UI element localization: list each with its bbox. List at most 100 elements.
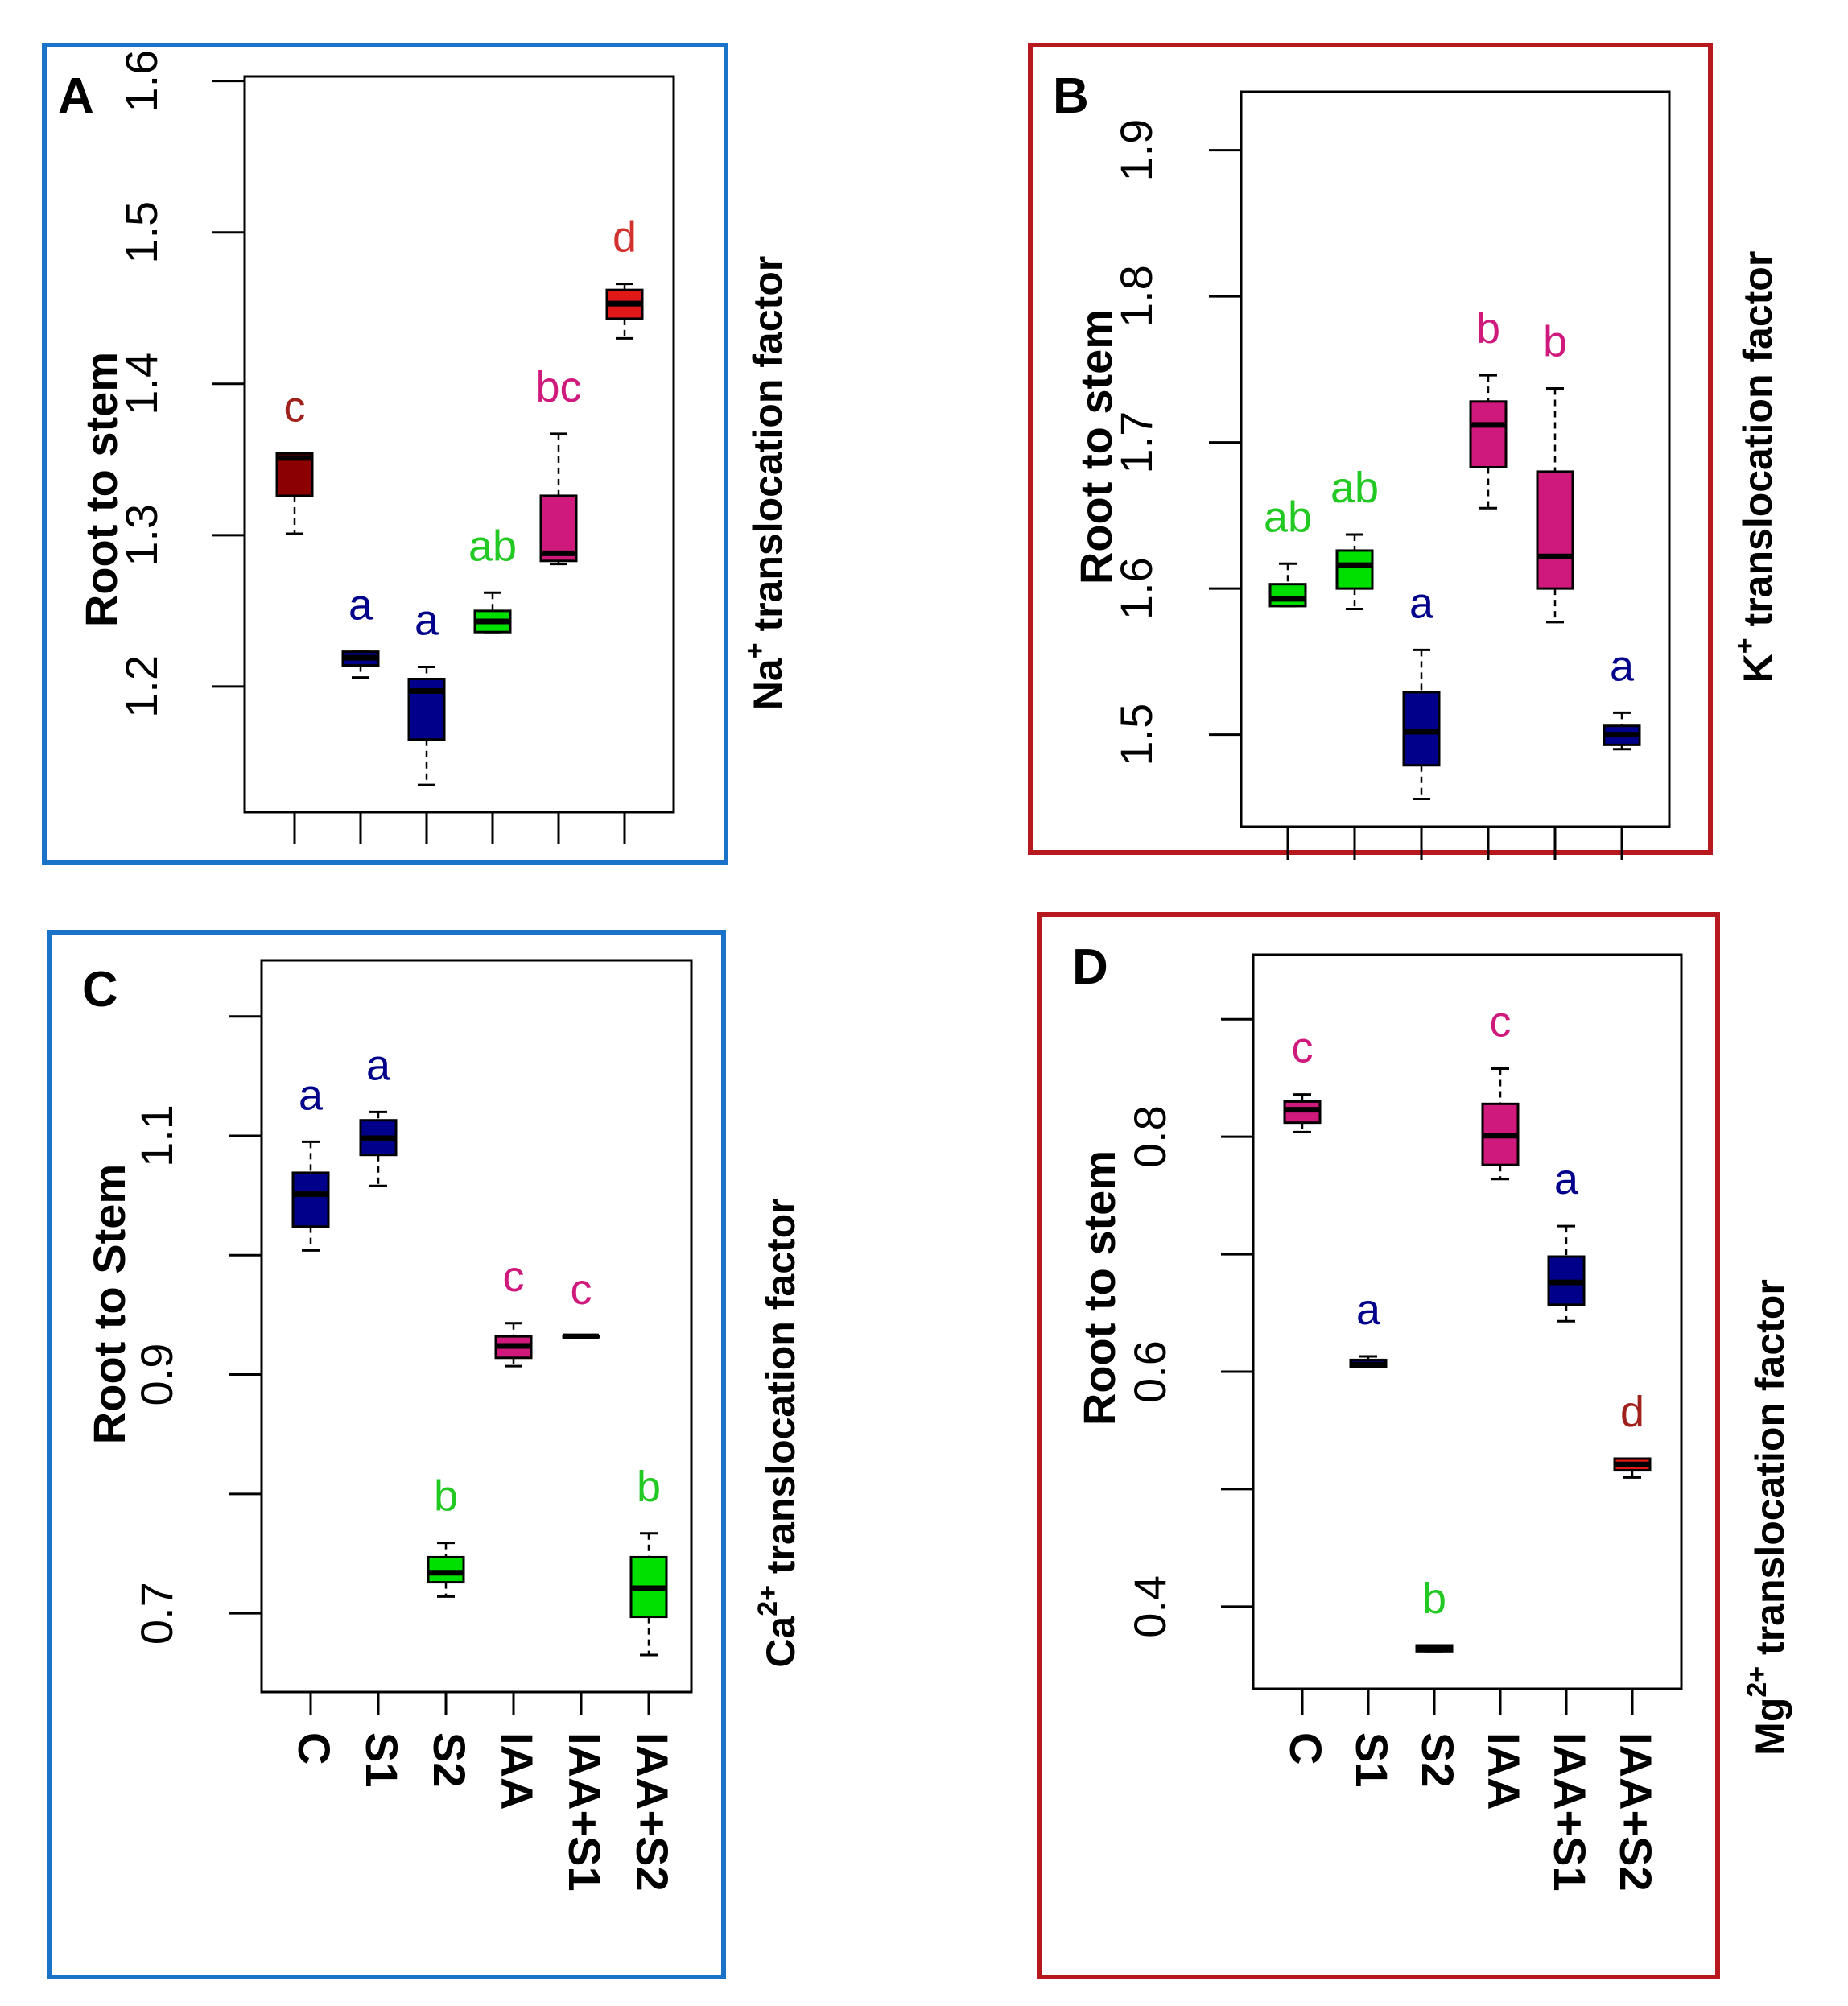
panel-frame — [47, 930, 726, 1979]
y-tick-label: 1.4 — [116, 353, 167, 415]
significance-letter: bc — [535, 363, 581, 411]
side-label-text: translocation factor — [1747, 1279, 1792, 1666]
side-label-ion: Na — [745, 658, 790, 710]
box-iaa: c IAA — [1479, 998, 1529, 1810]
plot-area — [243, 75, 675, 814]
y-tick-label: 0.7 — [131, 1582, 182, 1645]
y-tick-label: 1.7 — [1111, 411, 1161, 474]
significance-letter: a — [1554, 1155, 1579, 1203]
significance-letter: c — [503, 1253, 525, 1301]
box-iqr — [291, 1171, 330, 1228]
box-c: cC — [1281, 1024, 1331, 1765]
side-label: Na+ translocation factor — [740, 256, 790, 710]
side-label: K+ translocation factor — [1730, 251, 1780, 683]
panel-letter: D — [1072, 939, 1108, 995]
box-iaa-s1: b — [1536, 317, 1574, 860]
x-category-label: IAA+S1 — [559, 1732, 610, 1892]
box-c: c — [275, 382, 314, 844]
x-category-label: IAA+S1 — [1545, 1732, 1595, 1892]
x-category-label: S1 — [1347, 1732, 1397, 1788]
x-category-label: S1 — [357, 1732, 407, 1788]
box-s1: a S1 — [357, 1041, 407, 1787]
side-label-text: translocation factor — [745, 256, 790, 643]
side-label-charge: + — [740, 642, 770, 658]
plot-area — [260, 959, 693, 1694]
side-label-charge: 2+ — [1742, 1666, 1772, 1698]
significance-letter: ab — [1330, 464, 1379, 512]
box-iaa-s2: a — [1603, 642, 1641, 860]
box-iaa: b — [1469, 304, 1508, 860]
y-tick-label: 0.8 — [1124, 1105, 1175, 1168]
panel-frame — [1028, 43, 1713, 855]
significance-letter: a — [1356, 1286, 1381, 1334]
y-tick-label: 1.5 — [1111, 704, 1161, 766]
box-c: ab — [1264, 493, 1312, 860]
y-tick-label: 0.4 — [1124, 1575, 1175, 1638]
significance-letter: b — [637, 1463, 661, 1511]
y-tick-label: 1.8 — [1111, 265, 1161, 328]
panel-letter: A — [58, 68, 94, 124]
y-tick-label: 1.9 — [1111, 119, 1161, 182]
significance-letter: b — [434, 1472, 458, 1521]
side-label-ion: K — [1735, 654, 1780, 683]
box-iaa: c IAA — [492, 1253, 542, 1810]
panel-a: A 1.2 1.3 1.4 1.5 1.6 Root to stem Na+ transloc… — [42, 43, 790, 865]
x-category-label: IAA — [1479, 1732, 1529, 1810]
significance-letter: c — [1490, 998, 1512, 1046]
box-iaa-s2: b IAA+S2 — [627, 1463, 678, 1892]
significance-letter: c — [1292, 1024, 1314, 1072]
y-tick-label: 1.6 — [116, 50, 167, 113]
significance-letter: b — [1422, 1575, 1446, 1623]
panel-frame — [1037, 912, 1720, 1979]
side-label-ion: Ca — [758, 1616, 803, 1668]
x-category-label: S2 — [424, 1732, 475, 1788]
significance-letter: a — [1610, 642, 1635, 690]
significance-letter: c — [284, 382, 306, 431]
box-s2: a — [407, 596, 446, 844]
x-category-label: C — [289, 1732, 340, 1765]
y-axis-title: Root to stem — [76, 352, 126, 627]
box-iaa: ab — [468, 522, 517, 844]
box-s1: a — [341, 581, 380, 844]
y-tick-label: 1.1 — [131, 1104, 182, 1167]
box-iqr — [427, 1555, 465, 1584]
significance-letter: b — [1476, 304, 1500, 353]
panel-letter: B — [1053, 68, 1089, 124]
significance-letter: ab — [1264, 493, 1312, 541]
box-iaa-s1: bc — [535, 363, 582, 844]
significance-letter: ab — [468, 522, 517, 570]
side-label-text: translocation factor — [758, 1198, 803, 1585]
panel-letter: C — [82, 962, 118, 1017]
x-category-label: IAA+S2 — [627, 1732, 678, 1892]
box-iqr — [1268, 583, 1307, 608]
y-tick-label: 1.5 — [116, 201, 167, 264]
x-category-label: S2 — [1413, 1732, 1463, 1788]
plot-area — [1252, 953, 1683, 1690]
side-label-text: translocation factor — [1735, 251, 1780, 638]
y-tick-label: 1.6 — [1111, 557, 1161, 620]
box-iaa-s1: c IAA+S1 — [559, 1265, 610, 1892]
box-s1: a S1 — [1347, 1286, 1397, 1787]
box-iqr — [539, 494, 578, 563]
box-s1: ab — [1330, 464, 1379, 860]
y-tick-label: 0.9 — [131, 1344, 182, 1406]
panel-frame — [42, 43, 728, 865]
y-axis-title: Root to stem — [1074, 1150, 1124, 1426]
y-tick-label: 0.6 — [1124, 1340, 1175, 1403]
side-label: Ca2+ translocation factor — [753, 1198, 803, 1667]
y-axis-title: Root to Stem — [84, 1164, 134, 1444]
box-iqr — [407, 678, 446, 741]
box-s2: b S2 — [424, 1472, 475, 1788]
box-iqr — [1536, 470, 1574, 590]
panel-b: B 1.5 1.6 1.7 1.8 1.9 Root to stem K+ transloca… — [1028, 43, 1780, 860]
box-iqr — [1402, 691, 1441, 767]
significance-letter: a — [1409, 579, 1434, 627]
box-iaa-s2: d IAA+S2 — [1611, 1388, 1661, 1892]
significance-letter: d — [1620, 1388, 1644, 1436]
significance-letter: a — [299, 1071, 324, 1119]
